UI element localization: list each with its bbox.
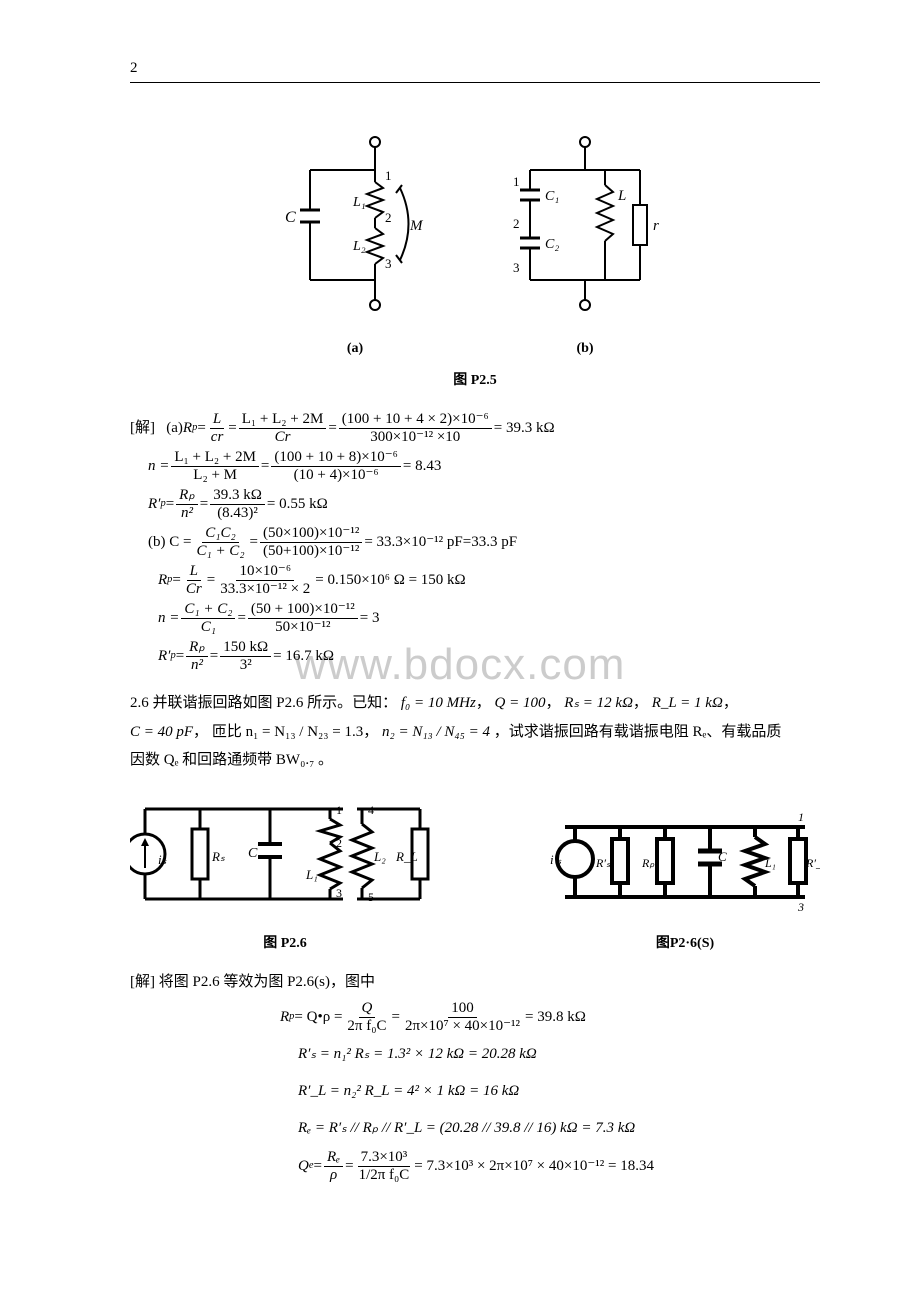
page-number: 2 <box>130 60 138 77</box>
solution-2-6-lead: [解] 将图 P2.6 等效为图 P2.6(s)，图中 <box>130 968 820 997</box>
svg-text:3: 3 <box>385 256 392 271</box>
svg-text:R′ₛ: R′ₛ <box>595 856 611 870</box>
svg-text:M: M <box>409 218 424 234</box>
svg-text:R_L: R_L <box>395 849 418 864</box>
svg-text:i′ₛ: i′ₛ <box>550 852 561 867</box>
svg-text:C: C <box>285 209 296 226</box>
svg-text:iₛ: iₛ <box>158 852 167 867</box>
svg-text:L₁: L₁ <box>352 195 366 210</box>
svg-text:3: 3 <box>336 886 342 900</box>
svg-text:2: 2 <box>385 210 392 225</box>
figure-p2-5b: 1 C₁ 2 C₂ 3 L <box>495 130 675 330</box>
figure-p2-5b-label: (b) <box>495 341 675 357</box>
svg-text:C: C <box>718 849 727 864</box>
figure-p2-5-caption: 图 P2.5 <box>130 369 820 389</box>
figure-p2-5a-label: (a) <box>275 341 435 357</box>
svg-text:C: C <box>248 846 258 861</box>
svg-text:1: 1 <box>336 803 342 817</box>
svg-text:1: 1 <box>513 174 520 189</box>
svg-text:3: 3 <box>797 900 804 914</box>
svg-text:1: 1 <box>385 168 392 183</box>
svg-text:C₁: C₁ <box>545 189 559 204</box>
figure-p2-6s: 1 i′ₛ R′ₛ Rₚ <box>550 809 820 919</box>
figure-p2-6: iₛ Rₛ C 1 2 L₁ 3 <box>130 789 440 919</box>
svg-text:Rₚ: Rₚ <box>641 856 655 870</box>
solution-2-6: Rp = Q•ρ = Q2π f₀C = 1002π×10⁷ × 40×10⁻¹… <box>280 1000 820 1183</box>
figure-p2-6-row: iₛ Rₛ C 1 2 L₁ 3 <box>130 789 820 952</box>
svg-text:L: L <box>617 188 626 204</box>
svg-text:L₁: L₁ <box>305 867 318 882</box>
figure-p2-6s-caption: 图P2·6(S) <box>550 932 820 952</box>
svg-text:r: r <box>653 218 659 234</box>
svg-text:3: 3 <box>513 260 520 275</box>
svg-text:5: 5 <box>368 890 374 904</box>
header-rule <box>130 82 820 83</box>
svg-text:C₂: C₂ <box>545 237 559 252</box>
figure-p2-5a: C 1 L₁ 2 L₂ 3 M <box>275 130 435 330</box>
svg-text:R′_L: R′_L <box>805 856 820 870</box>
figure-p2-6-caption: 图 P2.6 <box>130 932 440 952</box>
problem-2-6-text: 2.6 并联谐振回路如图 P2.6 所示。已知： f₀ = 10 MHz， Q … <box>130 689 820 775</box>
solution-2-5: [解] (a) Rp = Lcr = L₁ + L₂ + 2MCr = (100… <box>130 411 820 673</box>
svg-text:Rₛ: Rₛ <box>211 849 225 864</box>
svg-text:2: 2 <box>513 216 520 231</box>
svg-text:L₁: L₁ <box>764 856 776 870</box>
svg-text:4: 4 <box>368 803 374 817</box>
svg-text:1: 1 <box>798 810 804 824</box>
svg-text:L₂: L₂ <box>352 239 366 254</box>
figure-p2-5-row: C 1 L₁ 2 L₂ 3 M <box>130 130 820 357</box>
svg-text:L₂: L₂ <box>373 849 386 864</box>
